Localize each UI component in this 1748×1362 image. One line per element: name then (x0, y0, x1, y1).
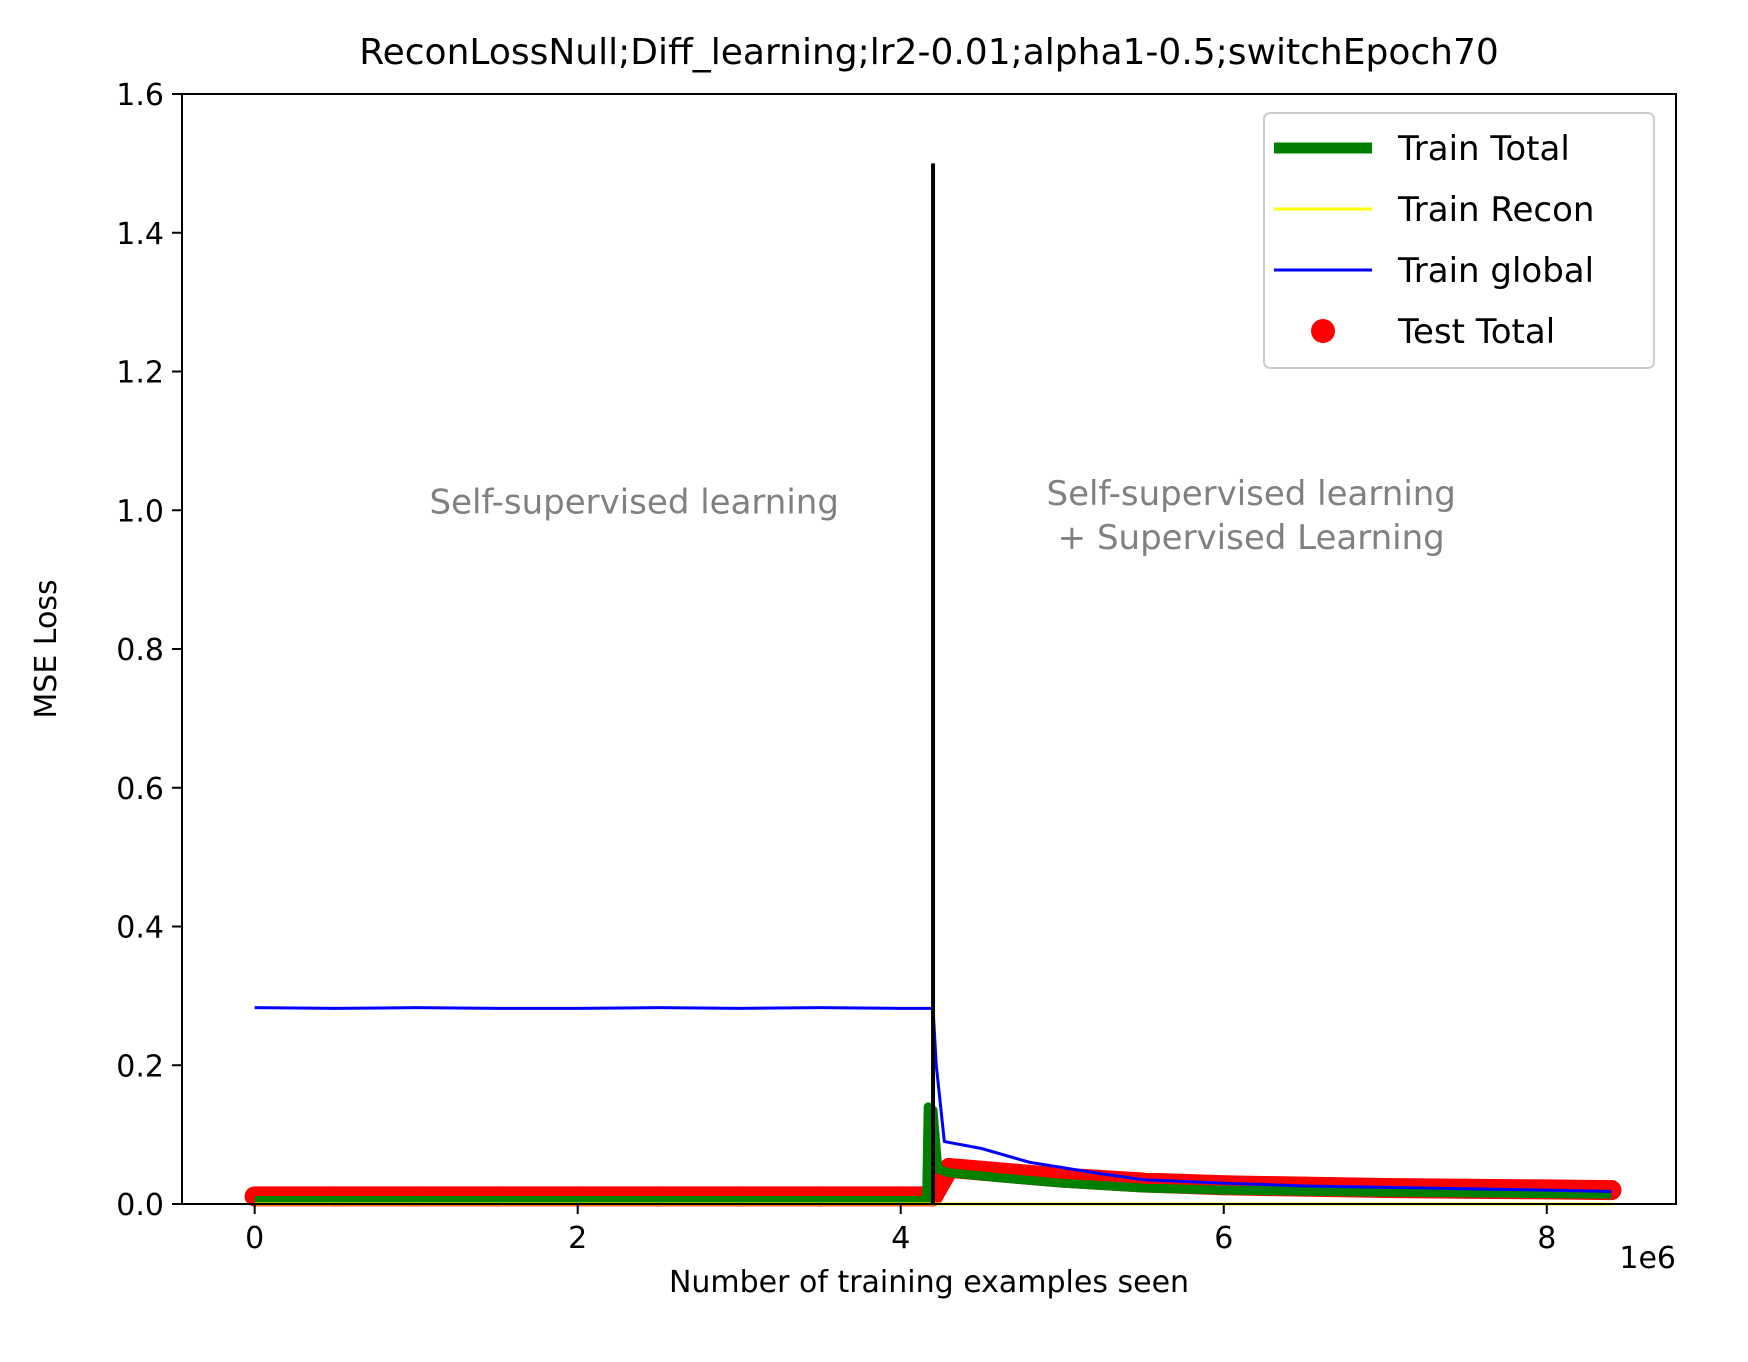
chart-title: ReconLossNull;Diff_learning;lr2-0.01;alp… (359, 32, 1499, 73)
annotation-1-line-1: + Supervised Learning (1058, 518, 1445, 558)
x-axis-offset-label: 1e6 (1619, 1241, 1676, 1276)
y-tick-label-0: 0.0 (116, 1188, 164, 1223)
x-tick-label-0: 0 (245, 1221, 264, 1256)
y-tick-label-4: 0.8 (116, 633, 164, 668)
x-tick-label-2: 4 (891, 1221, 910, 1256)
legend-marker-test-total (1311, 319, 1335, 343)
y-tick-label-6: 1.2 (116, 356, 164, 391)
annotation-0-line-0: Self-supervised learning (430, 482, 839, 522)
legend-box (1263, 112, 1655, 369)
x-tick-label-3: 6 (1214, 1221, 1233, 1256)
y-axis-label: MSE Loss (29, 579, 64, 718)
y-tick-label-2: 0.4 (116, 911, 164, 946)
x-axis-label: Number of training examples seen (669, 1265, 1189, 1300)
annotation-1-line-0: Self-supervised learning (1047, 474, 1456, 514)
y-tick-label-3: 0.6 (116, 772, 164, 807)
x-tick-label-1: 2 (568, 1221, 587, 1256)
x-tick-label-4: 8 (1537, 1221, 1556, 1256)
y-tick-label-8: 1.6 (116, 78, 164, 113)
series-train-global-line (254, 1006, 1612, 1194)
y-tick-label-5: 1.0 (116, 494, 164, 529)
series-train-total-line (254, 1102, 1612, 1206)
legend-label-train-global: Train global (1397, 251, 1594, 291)
legend-label-train-recon: Train Recon (1397, 190, 1594, 230)
legend-label-test-total: Test Total (1397, 312, 1555, 352)
legend-label-train-total: Train Total (1397, 129, 1570, 169)
y-tick-label-7: 1.4 (116, 217, 164, 252)
y-tick-label-1: 0.2 (116, 1049, 164, 1084)
